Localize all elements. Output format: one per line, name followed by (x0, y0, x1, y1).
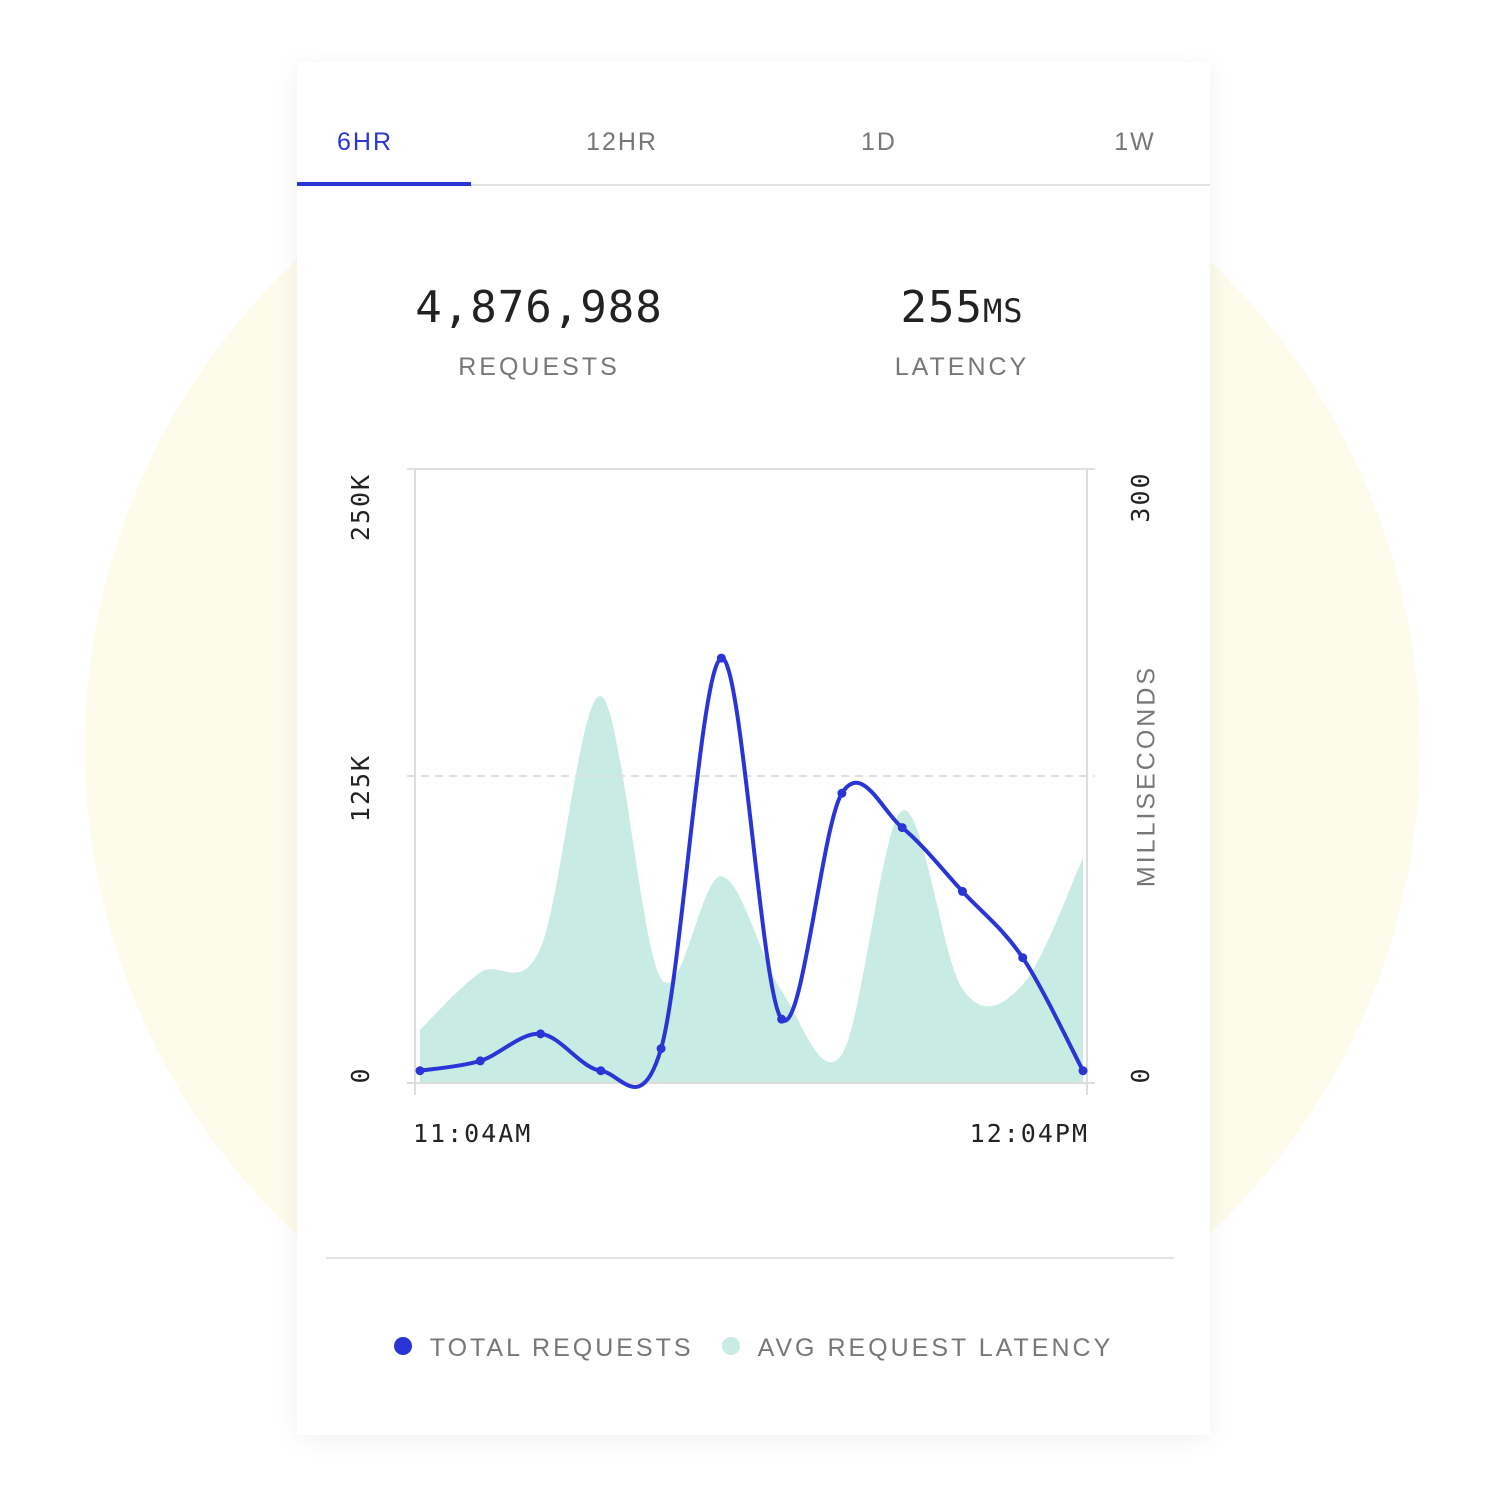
y2-axis-label: MILLISECONDS (1133, 665, 1161, 887)
legend-label: AVG REQUEST LATENCY (757, 1334, 1114, 1362)
data-point (1018, 953, 1028, 963)
y2-tick-label: 0 (1126, 1066, 1155, 1083)
legend-marker (393, 1337, 412, 1355)
legend-item: AVG REQUEST LATENCY (721, 1334, 1114, 1363)
data-point (897, 823, 907, 833)
legend-marker (721, 1337, 740, 1355)
data-point (777, 1014, 787, 1024)
area-layer (420, 696, 1083, 1083)
x-tick-label: 12:04PM (970, 1119, 1089, 1148)
legend-label: TOTAL REQUESTS (429, 1334, 694, 1362)
card: 6HR 12HR 1D 1W 4,876,988 REQUESTS 255MS LAT… (297, 62, 1210, 1435)
stat-value: 4,876,988 (415, 282, 663, 333)
tab[interactable]: 6HR (336, 128, 394, 156)
stat-label: REQUESTS (458, 353, 620, 381)
tab-underline (297, 182, 471, 186)
y-tick-label: 0 (346, 1066, 375, 1083)
stat-number: 255 (900, 282, 983, 333)
legend: TOTAL REQUESTS AVG REQUEST LATENCY (297, 1334, 1210, 1363)
data-point (475, 1056, 485, 1066)
data-point (1078, 1066, 1088, 1076)
y-tick-label: 250K (346, 473, 375, 541)
y2-tick-label: 300 (1126, 471, 1155, 522)
stat: 255MS LATENCY (895, 282, 1029, 382)
data-point (536, 1029, 546, 1039)
stat-value: 255MS (895, 282, 1029, 333)
tab[interactable]: 1W (1114, 128, 1156, 156)
latency-area (420, 696, 1083, 1083)
data-point (837, 788, 847, 798)
data-point (656, 1044, 666, 1054)
separator (326, 1257, 1174, 1259)
tab-bar: 6HR 12HR 1D 1W (297, 62, 1210, 186)
data-point (716, 653, 726, 663)
tab[interactable]: 1D (861, 128, 897, 156)
data-point (415, 1066, 425, 1076)
legend-item: TOTAL REQUESTS (393, 1334, 694, 1363)
tab[interactable]: 12HR (586, 128, 658, 156)
data-point (596, 1066, 606, 1076)
y-tick-label: 125K (346, 754, 375, 822)
stat: 4,876,988 REQUESTS (415, 282, 662, 382)
data-point (957, 886, 967, 896)
stat-label: LATENCY (894, 353, 1030, 381)
stat-unit: MS (982, 292, 1024, 330)
x-tick-label: 11:04AM (413, 1119, 532, 1148)
